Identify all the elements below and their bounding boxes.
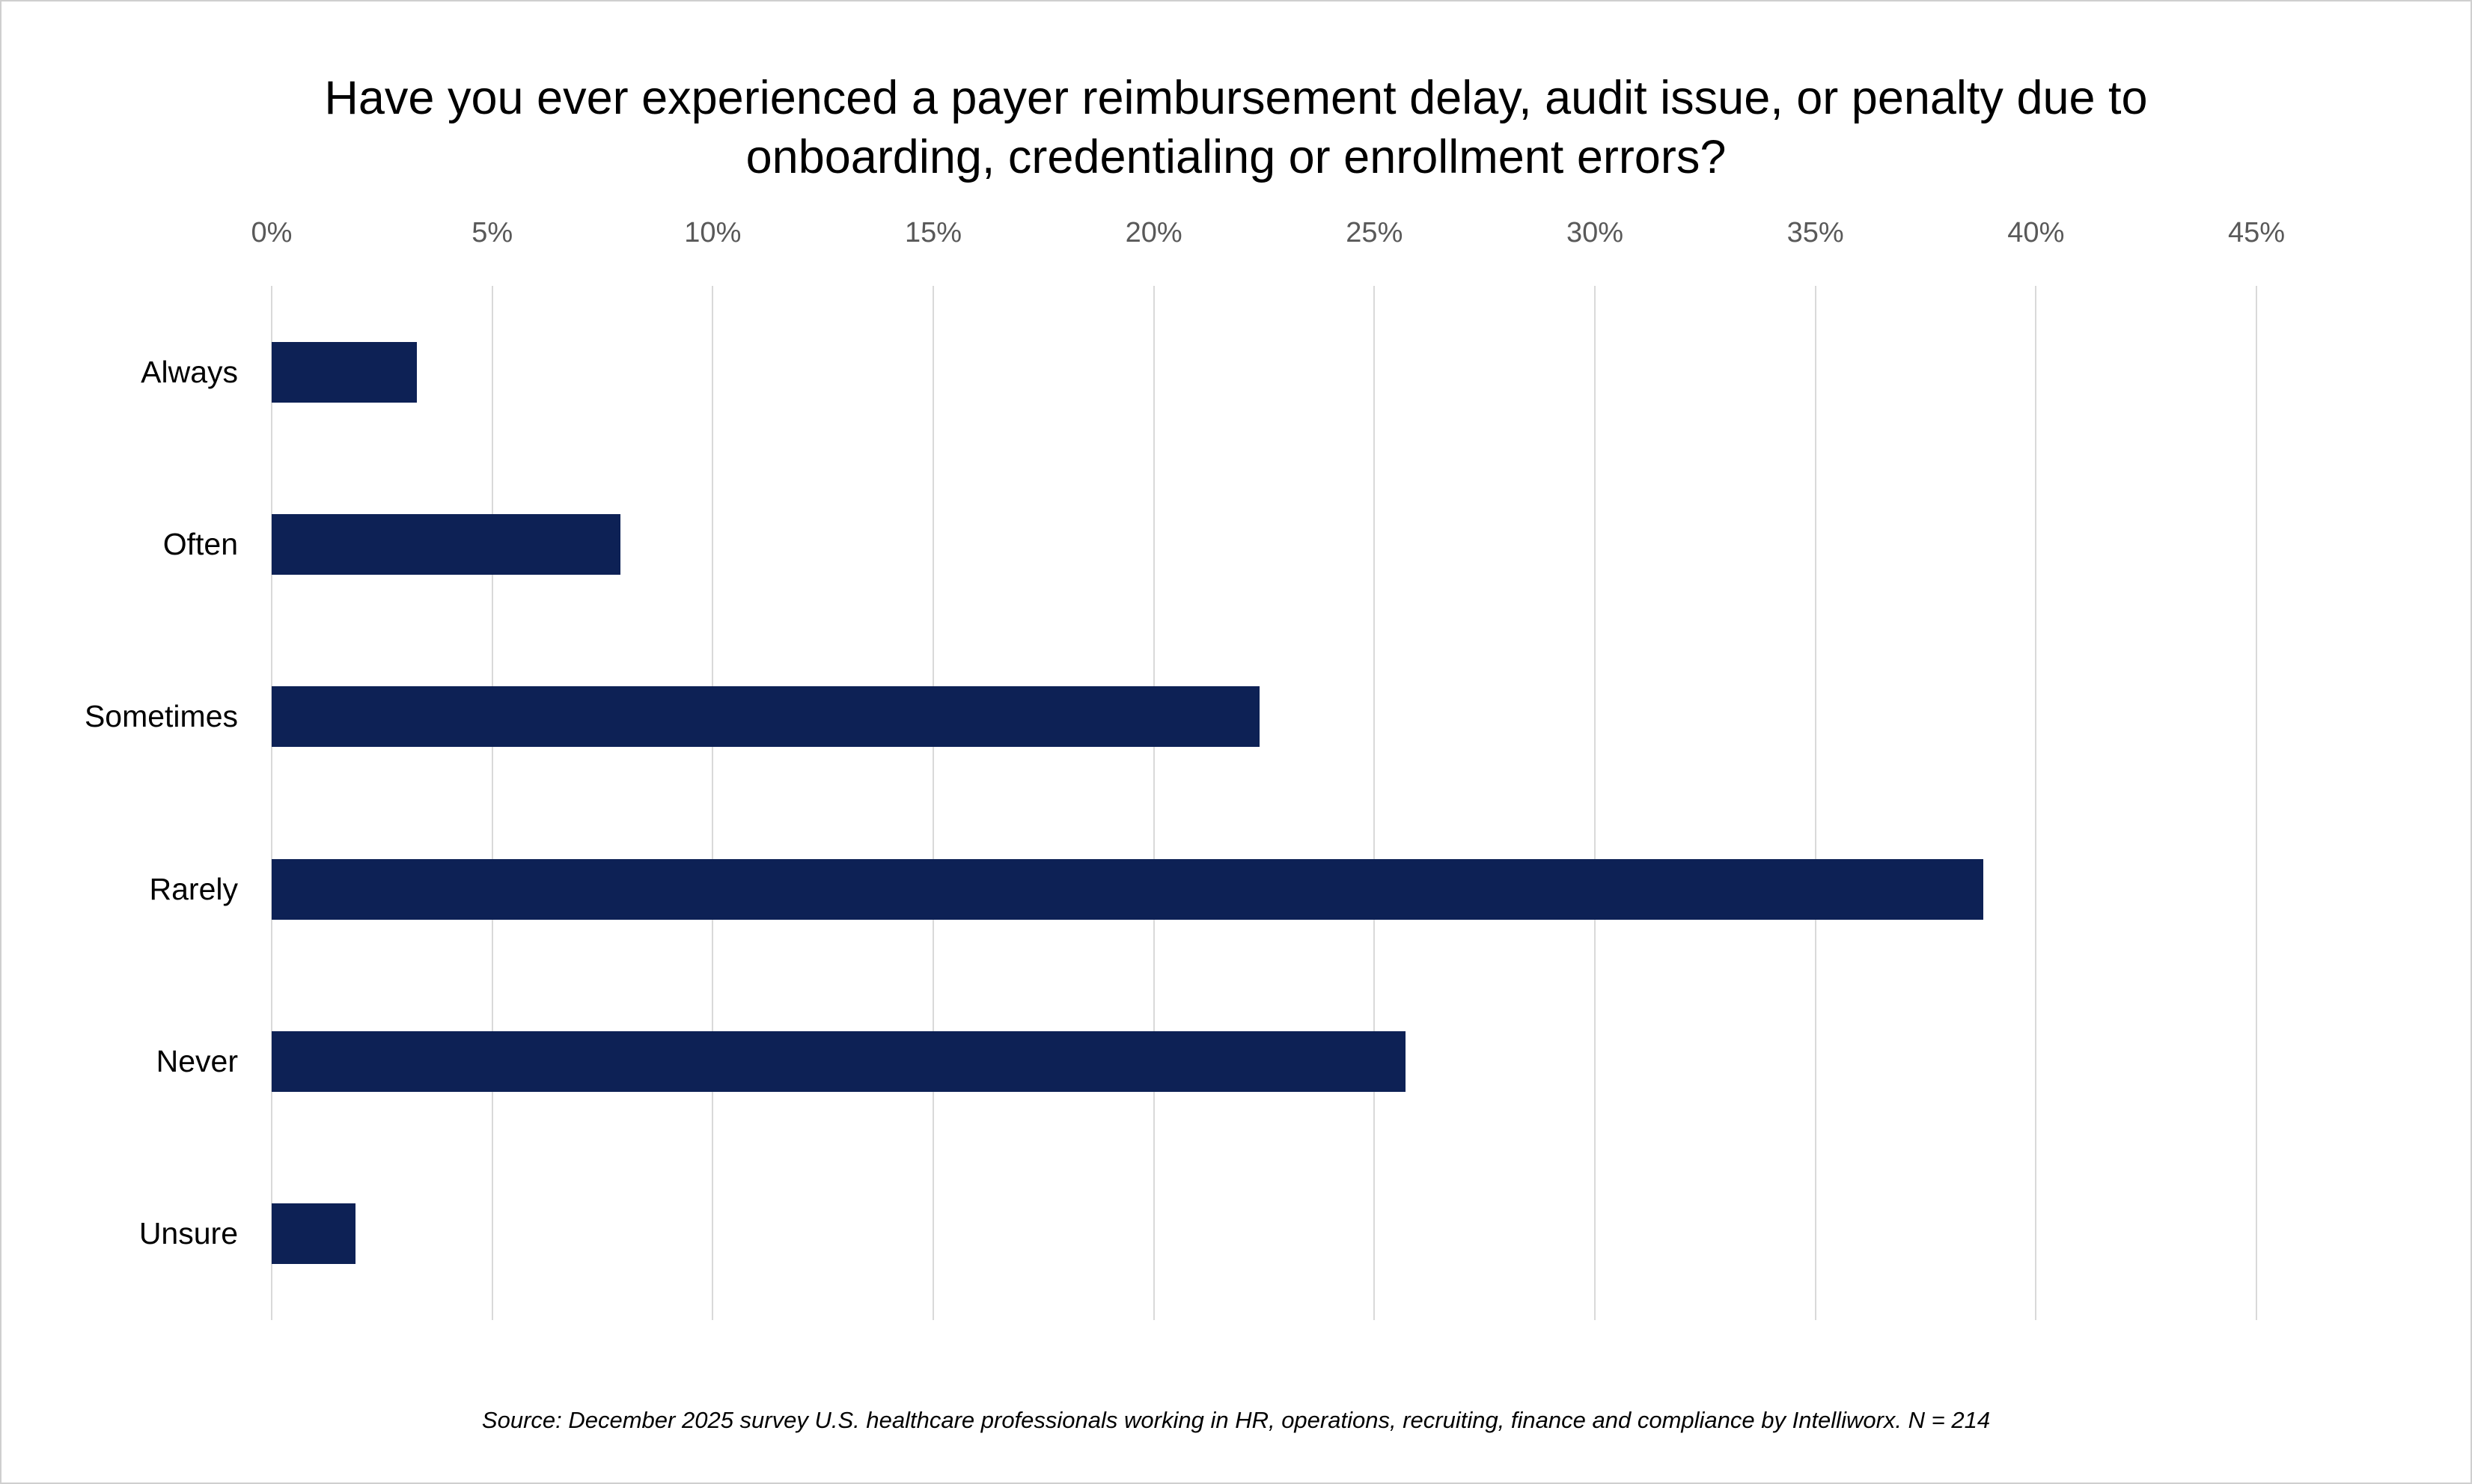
gridline <box>712 286 714 1320</box>
category-label: Rarely <box>149 871 238 906</box>
gridline <box>1373 286 1376 1320</box>
category-label: Unsure <box>138 1216 238 1251</box>
category-label: Sometimes <box>84 699 238 734</box>
chart-title: Have you ever experienced a payer reimbu… <box>324 72 2148 183</box>
plot-area: Always Often Sometimes Rarely Never Unsure <box>85 286 2257 1320</box>
chart-row: Rarely <box>150 803 2256 975</box>
x-tick-label: 0% <box>251 217 293 248</box>
chart-row: Unsure <box>139 1148 2256 1320</box>
x-tick-label: 15% <box>904 217 962 248</box>
x-tick-label: 25% <box>1346 217 1403 248</box>
chart-row: Never <box>156 975 2256 1147</box>
category-label: Never <box>156 1043 238 1078</box>
x-tick-label: 30% <box>1566 217 1624 248</box>
bar-unsure <box>272 1203 355 1265</box>
bar-rarely <box>272 858 1983 920</box>
gridline <box>933 286 934 1320</box>
gridline <box>1814 286 1816 1320</box>
gridline <box>1153 286 1155 1320</box>
bar-often <box>272 513 620 575</box>
category-label: Often <box>162 526 238 561</box>
bar-rows: Always Often Sometimes Rarely Never Unsure <box>85 286 2256 1320</box>
x-tick-label: 20% <box>1125 217 1182 248</box>
gridline <box>2256 286 2257 1320</box>
bar-sometimes <box>272 686 1260 748</box>
x-tick-label: 45% <box>2227 217 2286 248</box>
x-axis-tick-labels: 0% 5% 10% 15% 20% 25% 30% 35% 40% 45% <box>251 217 2285 254</box>
gridline <box>271 286 272 1320</box>
source-note: Source: December 2025 survey U.S. health… <box>481 1407 1991 1433</box>
gridline <box>2035 286 2037 1320</box>
x-tick-label: 35% <box>1786 217 1844 248</box>
bar-always <box>272 341 418 403</box>
x-tick-label: 5% <box>471 217 513 248</box>
gridline <box>491 286 493 1320</box>
chart-row: Always <box>141 286 2256 458</box>
gridline <box>1594 286 1596 1320</box>
chart-row: Sometimes <box>85 631 2256 803</box>
chart-row: Often <box>163 458 2256 630</box>
x-tick-label: 40% <box>2007 217 2065 248</box>
bar-never <box>272 1030 1406 1092</box>
category-label: Always <box>141 354 238 389</box>
x-tick-label: 10% <box>684 217 742 248</box>
